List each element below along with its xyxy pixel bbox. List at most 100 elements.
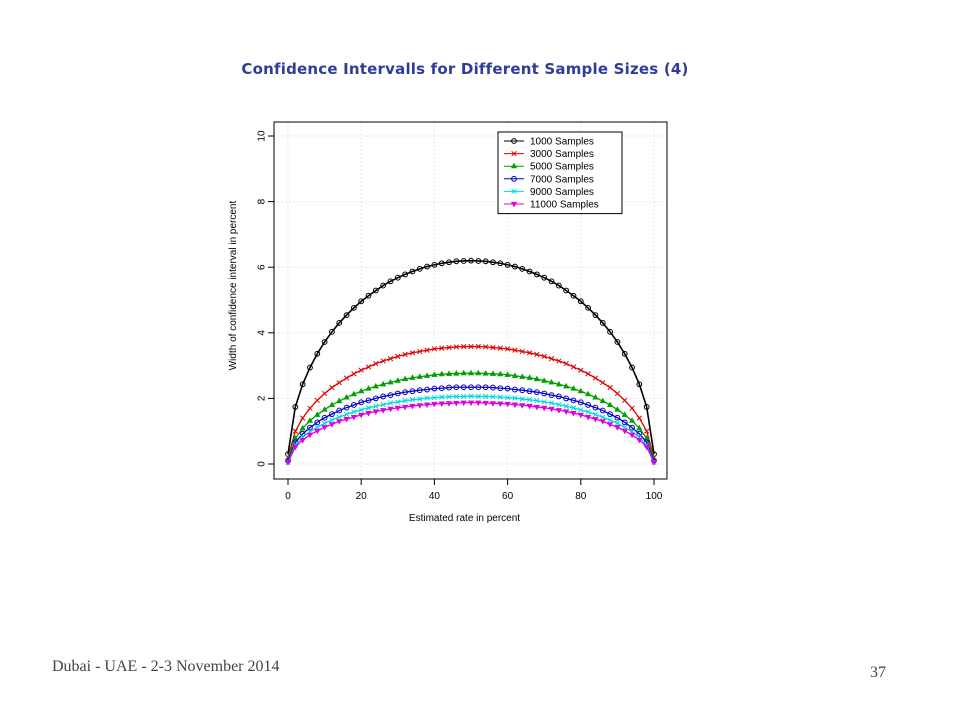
data-point [365, 292, 372, 299]
data-point [329, 417, 335, 423]
data-point [628, 417, 636, 423]
data-point [599, 397, 606, 404]
data-point [431, 346, 438, 352]
data-point [468, 384, 474, 391]
data-point [475, 384, 482, 391]
data-point [438, 385, 445, 392]
data-point [460, 369, 467, 376]
data-point [394, 377, 401, 383]
data-point [321, 414, 328, 421]
data-point [577, 387, 584, 394]
data-point [438, 260, 445, 267]
data-point [643, 444, 650, 451]
data-point [314, 428, 321, 435]
legend-label: 11000 Samples [530, 200, 599, 211]
data-point [519, 265, 526, 272]
data-point [526, 403, 533, 410]
data-point [394, 390, 401, 397]
data-point [607, 384, 613, 391]
data-point [416, 403, 423, 409]
data-point [299, 424, 306, 431]
data-point [445, 401, 453, 407]
data-point [585, 409, 591, 415]
data-point [306, 432, 314, 439]
page-number: 37 [870, 664, 886, 681]
data-point [636, 415, 643, 421]
data-point [526, 268, 533, 275]
data-point [475, 343, 481, 350]
data-point [600, 380, 606, 386]
data-point [622, 397, 628, 404]
data-point [460, 258, 467, 264]
data-point [329, 328, 335, 335]
legend-item: 9000 Samples [504, 187, 594, 198]
legend-item: 3000 Samples [504, 149, 594, 160]
data-point [453, 384, 460, 391]
data-point [490, 394, 496, 400]
data-point [343, 375, 350, 381]
data-point [570, 292, 577, 299]
data-point [351, 409, 357, 415]
data-point [409, 388, 416, 395]
data-point [600, 414, 606, 420]
data-point [504, 346, 511, 352]
data-point [592, 416, 599, 423]
data-point [461, 343, 467, 350]
data-point [336, 397, 343, 404]
data-point [358, 387, 365, 394]
data-point [402, 375, 409, 382]
data-point [482, 393, 489, 400]
y-tick-label: 8 [257, 198, 268, 204]
data-point [570, 364, 577, 370]
data-point [299, 415, 306, 421]
data-point [512, 386, 518, 393]
data-point [555, 393, 562, 400]
data-point [585, 371, 591, 377]
data-point [446, 259, 452, 266]
data-point [431, 262, 438, 268]
legend-label: 5000 Samples [530, 162, 594, 173]
data-point [372, 382, 379, 389]
data-point [578, 407, 584, 413]
data-point [446, 394, 452, 400]
data-point [409, 403, 416, 410]
legend-marker [510, 201, 518, 208]
data-point [343, 416, 350, 423]
data-point [526, 374, 533, 380]
data-point [482, 384, 489, 391]
legend-marker [511, 138, 517, 144]
data-point [358, 367, 364, 373]
x-tick-label: 0 [285, 491, 291, 502]
data-point [365, 411, 372, 417]
data-point [504, 395, 511, 401]
data-point [453, 370, 460, 376]
data-point [321, 425, 328, 431]
data-point [467, 369, 475, 376]
data-point [438, 401, 445, 408]
data-point [329, 411, 335, 418]
data-point [563, 382, 570, 389]
data-point [350, 304, 357, 311]
data-point [329, 384, 335, 391]
data-point [417, 396, 423, 402]
legend-item: 11000 Samples [504, 200, 599, 211]
data-point [585, 304, 592, 311]
data-point [307, 424, 313, 431]
data-point [365, 405, 372, 411]
data-point [314, 419, 321, 426]
data-point [563, 360, 569, 367]
data-point [599, 320, 606, 326]
data-point [461, 393, 467, 400]
data-point [548, 378, 555, 385]
data-point [439, 394, 445, 400]
data-point [614, 425, 621, 431]
data-point [387, 392, 394, 399]
y-tick-label: 0 [257, 461, 268, 467]
data-point [577, 412, 584, 419]
data-point [343, 312, 350, 318]
data-point [350, 390, 357, 397]
data-point [621, 428, 628, 435]
data-point [358, 412, 365, 419]
data-point [614, 406, 621, 412]
data-point [475, 258, 482, 264]
